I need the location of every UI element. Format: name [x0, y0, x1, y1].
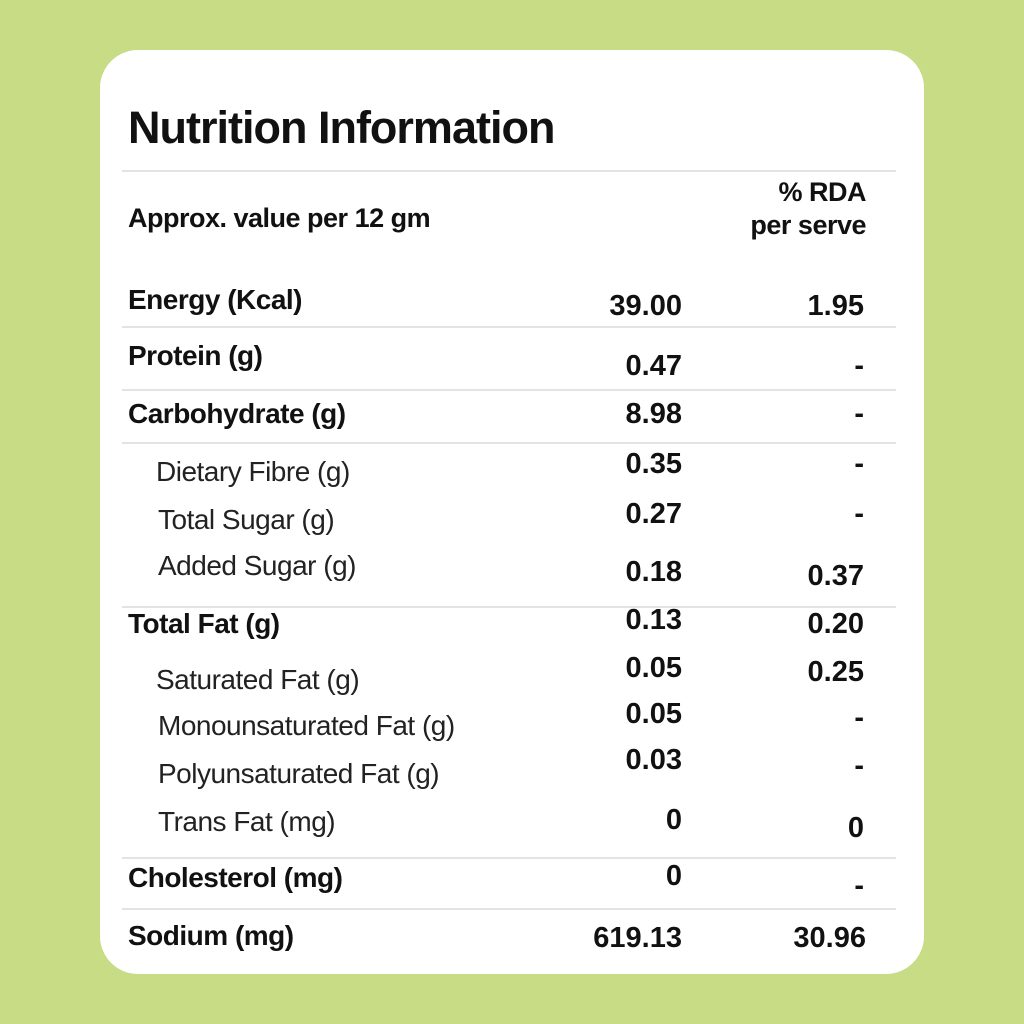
rda-column-header: % RDA per serve — [750, 176, 866, 242]
row-value: 0.05 — [625, 698, 682, 730]
table-row-added-sugar: Added Sugar (g) 0.18 0.37 — [100, 550, 924, 592]
table-row-cholesterol: Cholesterol (mg) 0 - — [100, 860, 924, 902]
table-row-protein: Protein (g) 0.47 - — [100, 340, 924, 382]
row-rda: - — [854, 750, 864, 782]
row-value: 0.47 — [625, 350, 682, 382]
row-label: Cholesterol (mg) — [128, 862, 343, 893]
row-rda: - — [854, 350, 864, 382]
row-label: Energy (Kcal) — [128, 284, 303, 315]
table-row-polyunsaturated-fat: Polyunsaturated Fat (g) 0.03 - — [100, 744, 924, 798]
table-row-saturated-fat: Saturated Fat (g) 0.05 0.25 — [100, 652, 924, 702]
row-label: Saturated Fat (g) — [156, 664, 360, 695]
row-rda: 0.37 — [807, 560, 864, 592]
row-label: Dietary Fibre (g) — [156, 456, 350, 487]
row-value: 619.13 — [593, 922, 682, 954]
row-value: 8.98 — [625, 398, 682, 430]
table-row-trans-fat: Trans Fat (mg) 0 0 — [100, 804, 924, 846]
row-rda: 0.20 — [807, 608, 864, 640]
row-value: 0 — [665, 804, 682, 836]
table-row-total-sugar: Total Sugar (g) 0.27 - — [100, 498, 924, 540]
row-value: 0 — [665, 860, 682, 892]
divider — [122, 606, 896, 608]
rda-header-line1: % RDA — [778, 177, 866, 207]
row-value: 0.13 — [625, 604, 682, 636]
row-value: 0.03 — [625, 744, 682, 776]
row-rda: - — [854, 870, 864, 902]
divider — [122, 908, 896, 910]
divider — [122, 857, 896, 859]
row-value: 0.27 — [625, 498, 682, 530]
table-row-total-fat: Total Fat (g) 0.13 0.20 — [100, 604, 924, 648]
row-label: Monounsaturated Fat (g) — [158, 710, 455, 741]
row-rda: 30.96 — [793, 922, 866, 954]
row-label: Total Sugar (g) — [158, 504, 335, 535]
divider — [122, 442, 896, 444]
table-row-monounsaturated-fat: Monounsaturated Fat (g) 0.05 - — [100, 698, 924, 750]
table-row-energy: Energy (Kcal) 39.00 1.95 — [100, 284, 924, 324]
row-value: 39.00 — [609, 290, 682, 322]
page-title: Nutrition Information — [128, 102, 555, 153]
row-value: 0.05 — [625, 652, 682, 684]
row-label: Added Sugar (g) — [158, 550, 356, 581]
row-rda: 0.25 — [807, 656, 864, 688]
nutrition-card: Nutrition Information Approx. value per … — [100, 50, 924, 974]
table-row-sodium: Sodium (mg) 619.13 30.96 — [100, 920, 924, 960]
row-label: Polyunsaturated Fat (g) — [158, 758, 440, 789]
row-label: Trans Fat (mg) — [158, 806, 336, 837]
divider — [122, 389, 896, 391]
table-row-carbohydrate: Carbohydrate (g) 8.98 - — [100, 398, 924, 438]
row-label: Protein (g) — [128, 340, 263, 371]
rda-header-line2: per serve — [750, 210, 866, 240]
serving-size-label: Approx. value per 12 gm — [128, 203, 431, 233]
row-label: Carbohydrate (g) — [128, 398, 346, 429]
row-label: Total Fat (g) — [128, 608, 280, 639]
row-value: 0.35 — [625, 448, 682, 480]
row-rda: - — [854, 398, 864, 430]
row-value: 0.18 — [625, 556, 682, 588]
divider — [122, 326, 896, 328]
divider — [122, 170, 896, 172]
table-row-dietary-fibre: Dietary Fibre (g) 0.35 - — [100, 448, 924, 490]
row-rda: - — [854, 702, 864, 734]
row-label: Sodium (mg) — [128, 920, 294, 951]
row-rda: - — [854, 498, 864, 530]
row-rda: 1.95 — [807, 290, 864, 322]
row-rda: 0 — [847, 812, 864, 844]
row-rda: - — [854, 448, 864, 480]
